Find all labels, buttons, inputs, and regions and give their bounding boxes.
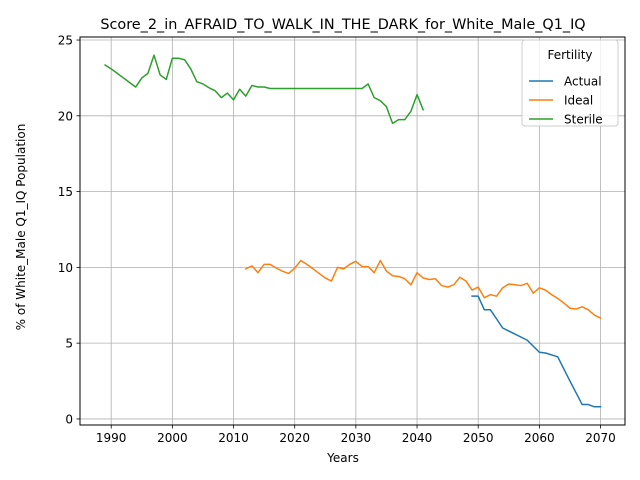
- legend-title: Fertility: [547, 48, 592, 62]
- y-tick-label: 25: [58, 34, 73, 48]
- x-tick-label: 2030: [341, 431, 372, 445]
- chart-title: Score_2_in_AFRAID_TO_WALK_IN_THE_DARK_fo…: [100, 17, 585, 33]
- x-tick-label: 1990: [96, 431, 127, 445]
- x-tick-label: 2040: [402, 431, 433, 445]
- series-line-actual: [471, 295, 602, 408]
- series-line-sterile: [104, 54, 425, 125]
- x-tick-label: 2050: [463, 431, 494, 445]
- y-tick-label: 10: [58, 261, 73, 275]
- x-tick-label: 2070: [585, 431, 616, 445]
- legend: Fertility Actual Ideal Sterile: [521, 39, 619, 127]
- plot-area-frame: [79, 36, 626, 426]
- x-tick-label: 2000: [157, 431, 188, 445]
- y-tick-label: 20: [58, 109, 73, 123]
- y-tick-label: 0: [65, 412, 73, 426]
- legend-label-sterile: Sterile: [564, 113, 603, 127]
- y-axis-label: % of White_Male Q1_IQ Population: [14, 124, 28, 331]
- x-tick-label: 2060: [524, 431, 555, 445]
- x-axis-label: Years: [326, 451, 359, 465]
- legend-label-ideal: Ideal: [564, 94, 593, 108]
- x-tick-label: 2020: [279, 431, 310, 445]
- axis-ticks: 1990 2000 2010 2020 2030 2040 2050 2060 2070 0 5 10…: [58, 34, 616, 445]
- legend-box: [521, 39, 619, 127]
- legend-label-actual: Actual: [564, 75, 602, 89]
- y-tick-label: 15: [58, 185, 73, 199]
- series-lines: [104, 54, 602, 408]
- y-tick-label: 5: [65, 337, 73, 351]
- x-tick-label: 2010: [218, 431, 249, 445]
- legend-entries: Actual Ideal Sterile: [529, 75, 603, 127]
- series-line-ideal: [244, 259, 602, 320]
